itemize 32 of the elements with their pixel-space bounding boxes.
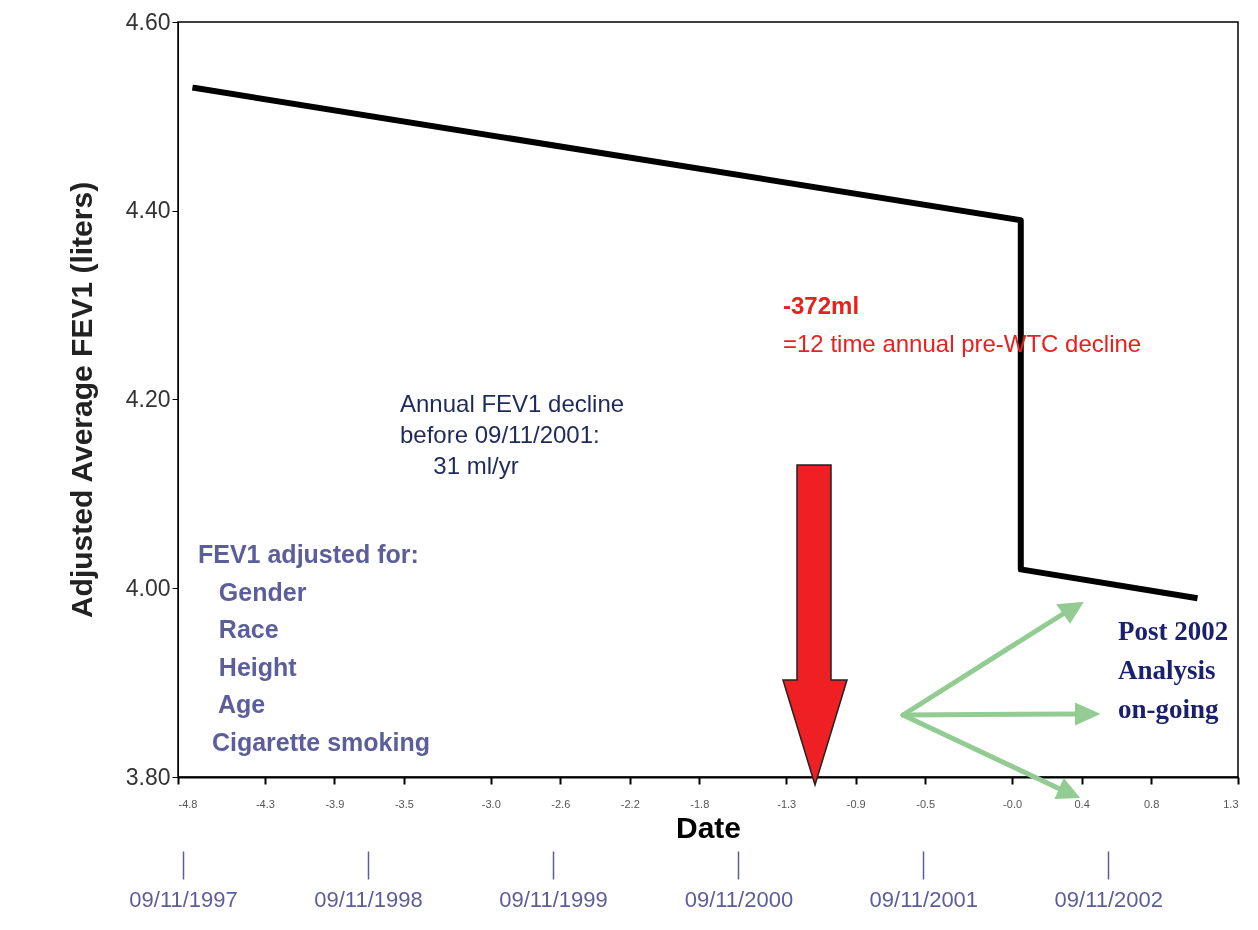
- annotation: FEV1 adjusted for: Gender Race Height Age Cigarette smoking: [198, 539, 430, 758]
- x2-tick-label: 09/11/1998: [314, 886, 423, 912]
- x-tick-label: -3.0: [481, 797, 501, 810]
- x-tick-label: -2.6: [551, 797, 571, 810]
- x-tick-label: -0.9: [846, 797, 866, 810]
- x-tick-label: -1.8: [690, 797, 710, 810]
- x-tick-label: -4.8: [178, 797, 198, 810]
- y-tick-label: 3.80: [125, 763, 171, 790]
- x2-tick-label: 09/11/1997: [129, 886, 238, 912]
- y-tick-label: 4.20: [125, 386, 171, 412]
- x-tick-label: 1.3: [1223, 797, 1239, 810]
- x-tick-label: -3.5: [394, 797, 414, 810]
- x2-tick-label: 09/11/2000: [684, 886, 794, 912]
- y-axis-title: Adjusted Average FEV1 (liters): [64, 181, 98, 619]
- x-tick-label: -4.3: [255, 797, 275, 810]
- x-tick-label: -0.0: [1003, 797, 1023, 810]
- x2-tick-label: 09/11/1999: [499, 886, 608, 912]
- annotation: -372ml: [783, 292, 860, 321]
- x-tick-label: 0.8: [1143, 797, 1160, 810]
- y-tick-label: 4.00: [125, 574, 171, 601]
- x2-tick-label: 09/11/2001: [869, 886, 979, 912]
- y-tick-label: 4.60: [125, 8, 171, 35]
- x-tick-label: -3.9: [325, 797, 345, 810]
- annotation: Post 2002 Analysis on-going: [1118, 615, 1229, 727]
- x2-tick-label: 09/11/2002: [1054, 886, 1164, 912]
- y-tick-label: 4.40: [125, 197, 171, 224]
- x-tick-label: -2.2: [620, 797, 640, 810]
- x-tick-label: -0.5: [916, 797, 936, 810]
- x-axis-title: Date: [675, 810, 742, 844]
- x-tick-label: 0.4: [1074, 797, 1090, 810]
- x-tick-label: -1.3: [777, 797, 797, 810]
- annotation: Annual FEV1 decline before 09/11/2001: 31 ml/yr: [400, 389, 625, 482]
